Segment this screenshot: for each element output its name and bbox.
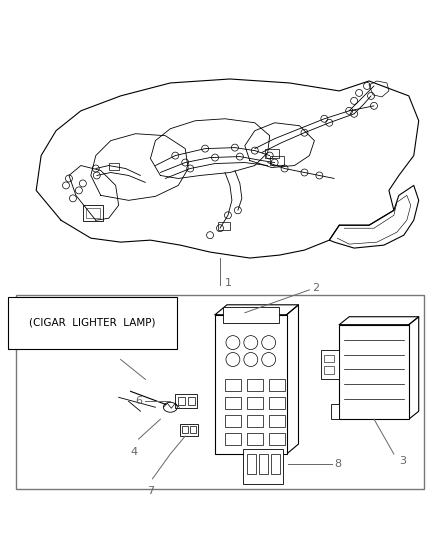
- Bar: [247, 397, 263, 409]
- Bar: [321, 350, 339, 379]
- Text: 2: 2: [312, 283, 320, 293]
- Bar: [109, 163, 119, 169]
- Bar: [180, 424, 198, 436]
- Bar: [265, 149, 279, 158]
- Bar: [247, 379, 263, 391]
- Bar: [218, 222, 230, 230]
- Bar: [178, 397, 185, 405]
- Bar: [225, 397, 241, 409]
- Text: 1: 1: [225, 278, 232, 288]
- Bar: [268, 379, 285, 391]
- Bar: [182, 426, 188, 433]
- Bar: [268, 433, 285, 445]
- Bar: [190, 426, 196, 433]
- Bar: [324, 354, 334, 362]
- Bar: [268, 397, 285, 409]
- Bar: [188, 397, 195, 405]
- Bar: [223, 307, 279, 322]
- Bar: [268, 415, 285, 427]
- Bar: [225, 379, 241, 391]
- Bar: [339, 325, 409, 419]
- Bar: [247, 433, 263, 445]
- Bar: [243, 449, 283, 484]
- Bar: [324, 367, 334, 375]
- Text: 3: 3: [399, 456, 406, 466]
- Bar: [215, 315, 286, 454]
- Bar: [225, 415, 241, 427]
- Text: 7: 7: [147, 486, 154, 496]
- Bar: [86, 208, 100, 218]
- Bar: [259, 454, 268, 474]
- Bar: [225, 433, 241, 445]
- Text: (CIGAR  LIGHTER  LAMP): (CIGAR LIGHTER LAMP): [29, 318, 156, 328]
- Bar: [16, 295, 424, 489]
- Bar: [331, 404, 339, 419]
- Bar: [247, 454, 256, 474]
- Text: 6: 6: [135, 397, 142, 406]
- Text: 8: 8: [334, 459, 341, 469]
- Bar: [175, 394, 197, 408]
- Bar: [271, 454, 279, 474]
- Bar: [83, 205, 103, 221]
- Bar: [247, 415, 263, 427]
- Text: 4: 4: [130, 447, 137, 457]
- Bar: [270, 156, 283, 165]
